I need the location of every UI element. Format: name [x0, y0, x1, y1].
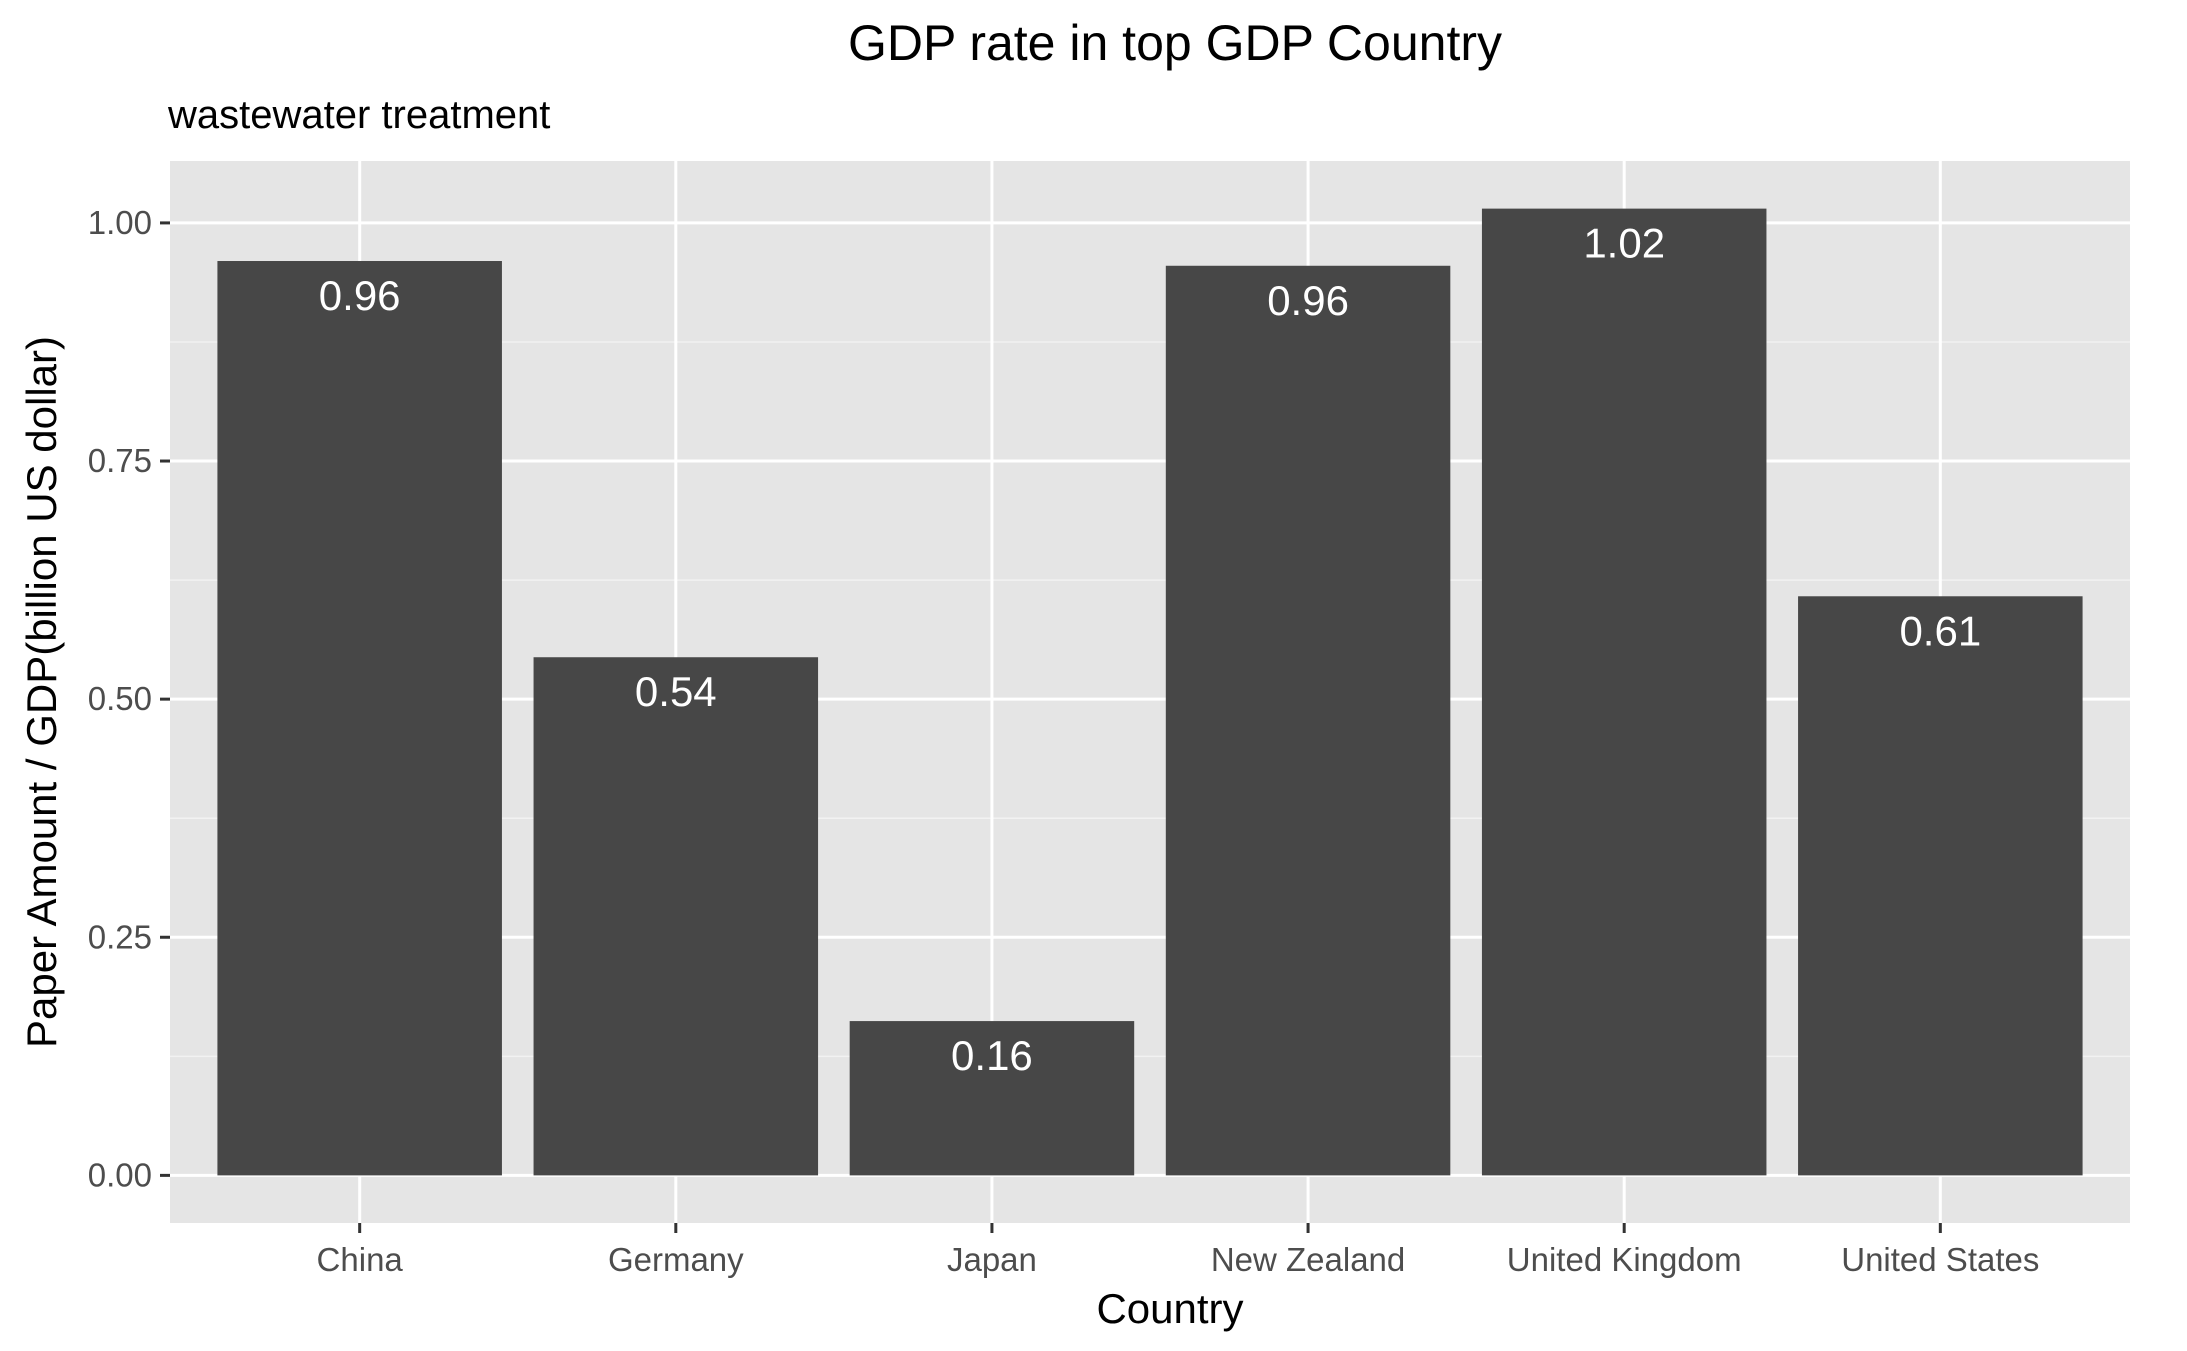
x-tick-label: Japan	[947, 1241, 1037, 1278]
bar-value-labels: 0.96 0.54 0.16 0.96 1.02 0.61	[319, 220, 1981, 1079]
x-tick-label: Germany	[608, 1241, 744, 1278]
x-tick-label: China	[317, 1241, 404, 1278]
y-tick-label: 0.75	[88, 442, 152, 479]
bar-value-label: 0.54	[635, 668, 717, 715]
bar-united-kingdom	[1481, 208, 1767, 1176]
bar-united-states	[1798, 596, 2083, 1176]
bar-value-label: 0.96	[319, 272, 401, 319]
chart-subtitle: wastewater treatment	[167, 93, 550, 137]
bar-japan	[849, 1021, 1135, 1176]
x-axis: China Germany Japan New Zealand United Kingd…	[317, 1223, 2039, 1278]
x-tick-label: United Kingdom	[1507, 1241, 1742, 1278]
bar-china	[217, 261, 502, 1176]
y-axis: 0.00 0.25 0.50 0.75 1.00	[88, 204, 170, 1193]
y-tick-label: 0.00	[88, 1156, 152, 1193]
y-tick-label: 1.00	[88, 204, 152, 241]
bar-new-zealand	[1165, 265, 1451, 1176]
bar-value-label: 0.96	[1267, 277, 1349, 324]
bar-value-label: 0.61	[1899, 607, 1981, 654]
chart-title: GDP rate in top GDP Country	[848, 15, 1502, 71]
bars	[217, 208, 2083, 1176]
bar-germany	[533, 657, 819, 1176]
y-tick-label: 0.50	[88, 680, 152, 717]
bar-value-label: 0.16	[951, 1032, 1033, 1079]
x-tick-label: New Zealand	[1211, 1241, 1405, 1278]
x-tick-label: United States	[1841, 1241, 2039, 1278]
y-axis-title: Paper Amount / GDP(billion US dollar)	[18, 336, 65, 1048]
x-axis-title: Country	[1096, 1285, 1243, 1332]
bar-value-label: 1.02	[1583, 220, 1665, 267]
y-tick-label: 0.25	[88, 918, 152, 955]
